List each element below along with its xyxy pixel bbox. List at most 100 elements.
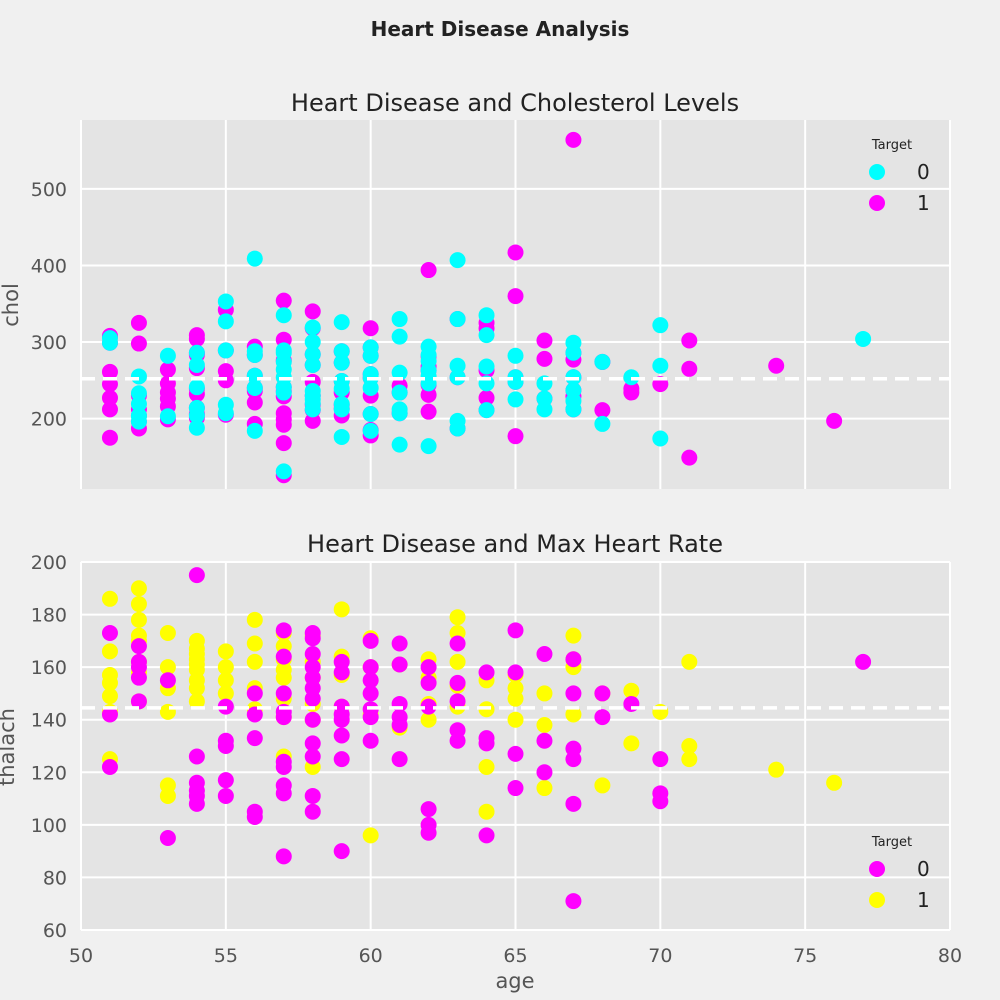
cholesterol-data-point (652, 357, 669, 374)
cholesterol-data-point (362, 339, 379, 356)
cholesterol-data-point (420, 438, 437, 455)
cholesterol-data-point (275, 405, 292, 422)
heart-rate-data-point (159, 777, 176, 794)
cholesterol-data-point (101, 363, 118, 380)
cholesterol-data-point (449, 252, 466, 269)
heart-rate-data-point (449, 693, 466, 710)
heart-rate-data-point (246, 653, 263, 670)
heart-rate-data-point (449, 653, 466, 670)
heart-rate-data-point (304, 803, 321, 820)
cholesterol-data-point (652, 430, 669, 447)
cholesterol-subplot: Heart Disease and Cholesterol Levels cho… (0, 89, 951, 489)
heart-rate-data-point (101, 759, 118, 776)
heart-rate-data-point (246, 730, 263, 747)
cholesterol-data-point (507, 244, 524, 261)
heart-rate-data-point (130, 693, 147, 710)
heart-rate-data-point (159, 830, 176, 846)
cholesterol-data-point (565, 334, 582, 351)
heart-rate-legend-marker (869, 861, 885, 877)
heart-rate-series-0 (101, 567, 872, 910)
cholesterol-y-tick-label: 400 (31, 255, 67, 277)
heart-rate-data-point (217, 672, 234, 689)
heart-rate-data-point (391, 751, 408, 768)
cholesterol-data-point (217, 293, 234, 310)
cholesterol-data-point (101, 389, 118, 406)
cholesterol-data-point (478, 327, 495, 344)
heart-rate-data-point (217, 643, 234, 660)
heart-rate-data-point (362, 685, 379, 702)
cholesterol-legend-title: Target (871, 138, 912, 153)
heart-rate-data-point (362, 672, 379, 689)
heart-rate-y-tick-label: 160 (31, 657, 67, 679)
cholesterol-data-point (333, 354, 350, 371)
cholesterol-data-point (101, 429, 118, 446)
heart-rate-data-point (159, 672, 176, 689)
heart-rate-data-point (507, 664, 524, 681)
cholesterol-data-point (681, 360, 698, 377)
heart-rate-data-point (623, 735, 640, 752)
heart-rate-data-point (130, 653, 147, 670)
cholesterol-data-point (391, 311, 408, 328)
heart-rate-data-point (101, 706, 118, 723)
heart-rate-data-point (246, 611, 263, 628)
cholesterol-data-point (217, 313, 234, 330)
cholesterol-data-point (333, 396, 350, 413)
heart-rate-data-point (507, 711, 524, 728)
heart-rate-data-point (594, 777, 611, 794)
age-x-axis-label: age (495, 969, 534, 993)
heart-rate-data-point (826, 774, 843, 791)
heart-rate-data-point (275, 622, 292, 639)
heart-rate-data-point (275, 753, 292, 770)
cholesterol-data-point (275, 342, 292, 359)
cholesterol-data-point (855, 330, 872, 347)
heart-rate-data-point (420, 816, 437, 833)
cholesterol-chart-title: Heart Disease and Cholesterol Levels (291, 89, 739, 117)
cholesterol-data-point (420, 262, 437, 279)
heart-rate-data-point (246, 685, 263, 702)
cholesterol-data-point (101, 330, 118, 347)
cholesterol-data-point (188, 327, 205, 344)
heart-rate-data-point (536, 685, 553, 702)
heart-rate-data-point (478, 803, 495, 820)
heart-rate-data-point (333, 843, 350, 860)
heart-rate-data-point (362, 827, 379, 844)
cholesterol-data-point (391, 384, 408, 401)
cholesterol-data-point (246, 367, 263, 384)
cholesterol-data-point (449, 357, 466, 374)
cholesterol-data-point (159, 408, 176, 425)
cholesterol-data-point (536, 332, 553, 349)
heart-rate-x-tick-label: 75 (793, 945, 817, 967)
cholesterol-data-point (130, 385, 147, 402)
heart-rate-data-point (594, 685, 611, 702)
heart-rate-data-point (536, 780, 553, 797)
cholesterol-data-point (101, 401, 118, 418)
cholesterol-data-point (159, 361, 176, 378)
heart-rate-data-point (159, 659, 176, 676)
heart-rate-data-point (449, 674, 466, 691)
cholesterol-legend-marker (869, 195, 885, 211)
cholesterol-data-point (333, 428, 350, 445)
heart-rate-data-point (101, 643, 118, 660)
cholesterol-data-point (333, 373, 350, 390)
heart-rate-data-point (130, 638, 147, 655)
cholesterol-data-point (362, 422, 379, 439)
heart-rate-data-point (536, 716, 553, 733)
heart-rate-data-point (507, 745, 524, 762)
cholesterol-data-point (130, 335, 147, 352)
heart-rate-data-point (304, 748, 321, 765)
heart-rate-data-point (855, 653, 872, 670)
cholesterol-data-point (478, 307, 495, 324)
heart-rate-data-point (217, 659, 234, 676)
heart-rate-y-tick-label: 120 (31, 762, 67, 784)
heart-rate-data-point (565, 740, 582, 757)
heart-rate-x-tick-label: 80 (938, 945, 962, 967)
cholesterol-data-point (594, 415, 611, 432)
cholesterol-data-point (188, 399, 205, 416)
cholesterol-data-point (304, 346, 321, 363)
heart-rate-data-point (507, 680, 524, 697)
heart-rate-data-point (130, 596, 147, 613)
cholesterol-y-tick-label: 300 (31, 332, 67, 354)
heart-rate-chart-title: Heart Disease and Max Heart Rate (307, 530, 723, 558)
heart-rate-data-point (130, 580, 147, 597)
cholesterol-data-point (246, 379, 263, 396)
